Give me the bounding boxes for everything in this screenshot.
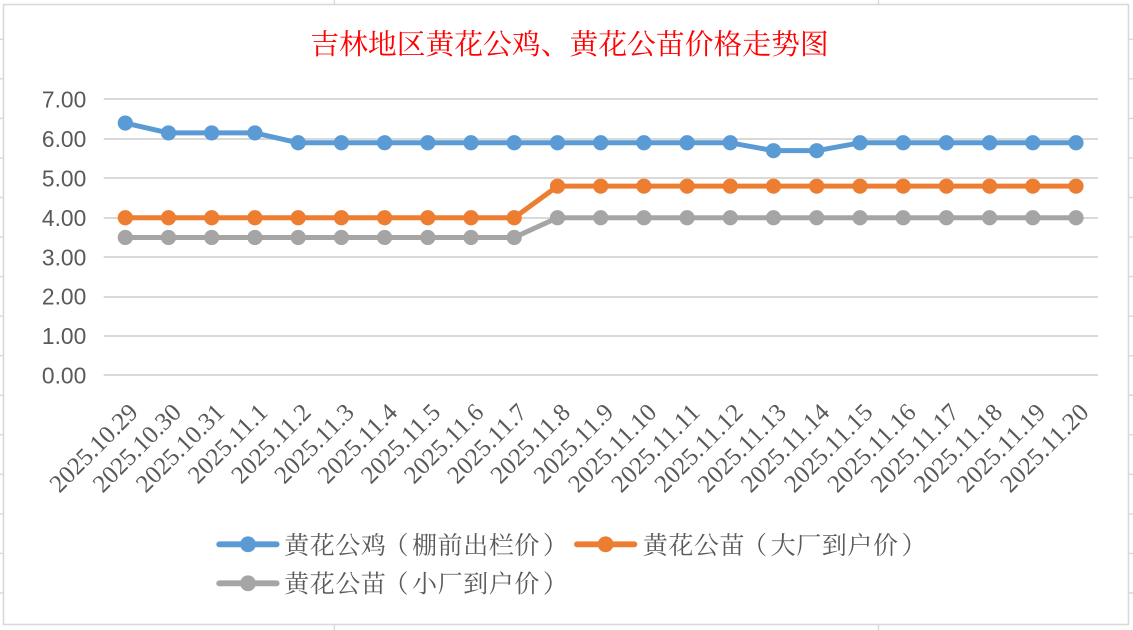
svg-text:3.00: 3.00	[42, 244, 86, 270]
svg-text:6.00: 6.00	[42, 126, 86, 152]
svg-text:2.00: 2.00	[42, 284, 86, 310]
svg-text:4.00: 4.00	[42, 205, 86, 231]
svg-text:0.00: 0.00	[42, 363, 86, 389]
svg-text:7.00: 7.00	[42, 87, 86, 113]
svg-text:1.00: 1.00	[42, 323, 86, 349]
svg-text:5.00: 5.00	[42, 165, 86, 191]
